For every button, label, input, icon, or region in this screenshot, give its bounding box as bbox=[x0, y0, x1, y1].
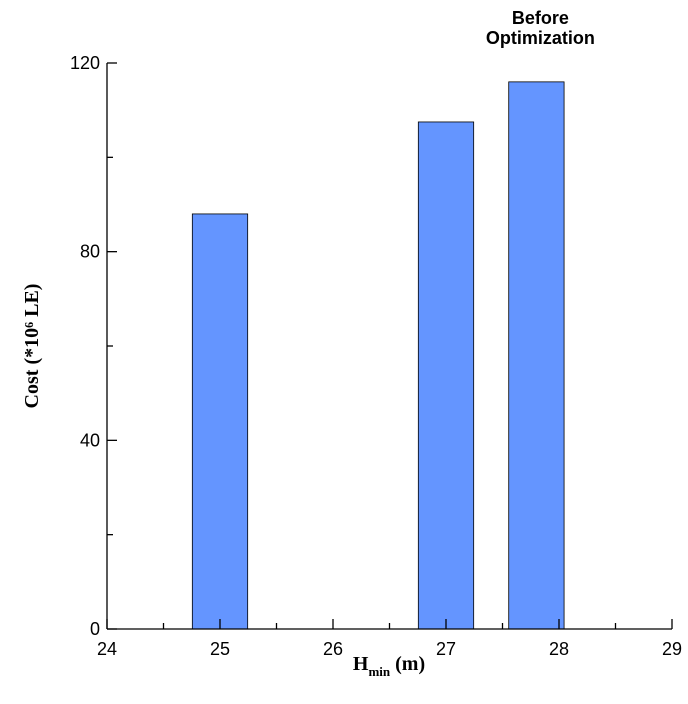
x-axis-label-unit: (m) bbox=[395, 653, 425, 675]
x-tick-label: 27 bbox=[436, 639, 456, 659]
bar bbox=[191, 213, 249, 630]
y-axis-label: Cost (*10⁶ LE) bbox=[21, 284, 43, 409]
bar bbox=[508, 81, 565, 630]
bar bbox=[417, 121, 475, 630]
x-axis-label-main: H bbox=[353, 653, 369, 675]
y-tick-label: 40 bbox=[80, 430, 100, 450]
y-tick-label: 80 bbox=[80, 242, 100, 262]
x-tick-label: 29 bbox=[662, 639, 682, 659]
annotation: Before bbox=[512, 8, 569, 28]
y-tick-label: 120 bbox=[70, 53, 100, 73]
y-tick-label: 0 bbox=[90, 619, 100, 639]
x-axis-label-sub: min bbox=[368, 664, 390, 679]
x-axis-label: Hmin (m) bbox=[353, 653, 425, 679]
x-tick-label: 28 bbox=[549, 639, 569, 659]
x-tick-label: 24 bbox=[97, 639, 117, 659]
annotation: Optimization bbox=[486, 28, 595, 48]
x-tick-label: 26 bbox=[323, 639, 343, 659]
x-tick-label: 25 bbox=[210, 639, 230, 659]
